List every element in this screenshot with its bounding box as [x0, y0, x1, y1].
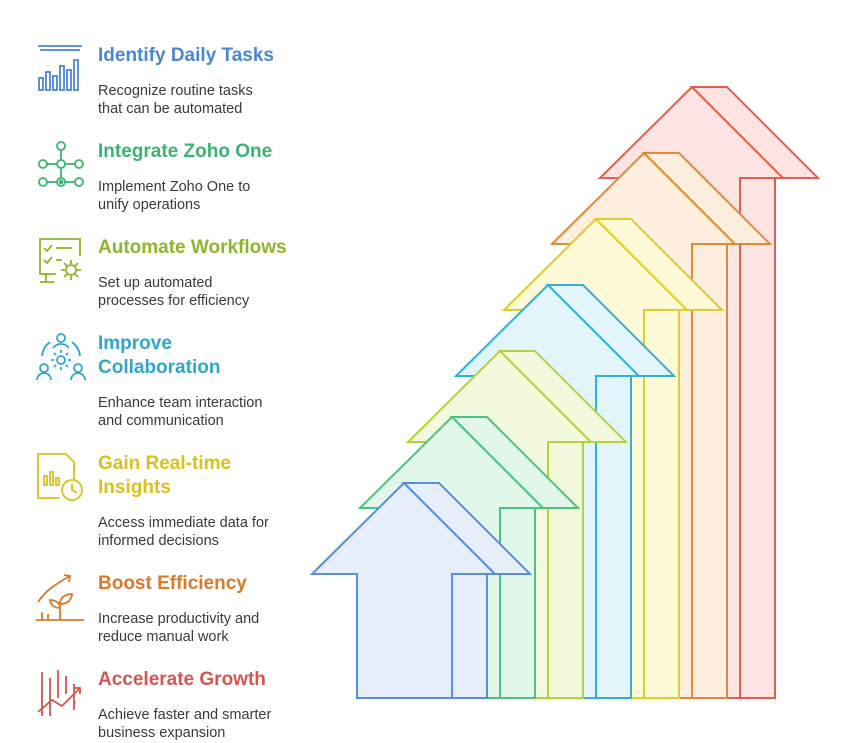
- bar-chart-icon: [38, 45, 82, 91]
- step-title: Boost Efficiency: [98, 573, 247, 594]
- step-title: Accelerate Growth: [98, 669, 266, 690]
- arrow-identify-daily-tasks: [309, 481, 533, 699]
- report-clock-icon: [37, 453, 83, 501]
- step-title: Automate Workflows: [98, 237, 287, 258]
- step-description: Achieve faster and smarter business expan…: [98, 707, 272, 741]
- step-description: Increase productivity and reduce manual w…: [98, 611, 260, 645]
- step-description: Set up automated processes for efficiency: [98, 275, 250, 309]
- network-icon: [38, 141, 84, 187]
- step-title: Identify Daily Tasks: [98, 45, 274, 66]
- step-title: Gain Real-time Insights: [98, 453, 232, 498]
- team-gear-icon: [36, 333, 86, 381]
- step-title: Integrate Zoho One: [98, 141, 273, 162]
- step-description: Enhance team interaction and communicatio…: [98, 395, 263, 429]
- step-description: Access immediate data for informed decisi…: [98, 515, 269, 549]
- trend-up-icon: [37, 670, 81, 716]
- step-description: Recognize routine tasks that can be autom…: [98, 83, 253, 117]
- step-description: Implement Zoho One to unify operations: [98, 179, 251, 213]
- growth-plant-icon: [36, 574, 84, 621]
- checklist-gear-icon: [39, 238, 81, 283]
- step-title: Improve Collaboration: [98, 333, 221, 378]
